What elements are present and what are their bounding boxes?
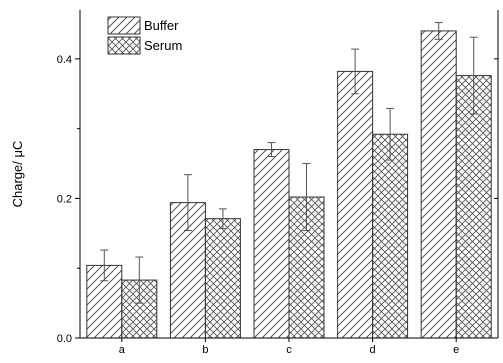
legend-swatch-serum <box>107 36 141 55</box>
bars-layer <box>86 30 492 339</box>
x-tick-label: c <box>286 344 292 356</box>
bar-buffer-c <box>253 149 290 339</box>
bar-buffer-e <box>420 30 457 339</box>
y-tick-label: 0.2 <box>57 193 72 205</box>
error-bar-serum-b <box>218 208 227 229</box>
error-bar-buffer-c <box>267 142 276 158</box>
error-bar-buffer-a <box>100 249 109 282</box>
error-bars-layer <box>100 22 478 304</box>
error-bar-serum-a <box>135 256 144 304</box>
bar-serum-d <box>372 133 409 339</box>
legend-label-serum: Serum <box>144 38 182 53</box>
y-tick-label: 0.4 <box>57 54 72 66</box>
x-tick-label: d <box>370 344 376 356</box>
legend-label-buffer: Buffer <box>144 18 179 33</box>
x-tick-label: e <box>453 344 459 356</box>
bar-serum-b <box>204 218 241 339</box>
x-tick-label: a <box>119 344 126 356</box>
error-bar-serum-c <box>302 163 311 232</box>
bar-buffer-d <box>337 70 374 339</box>
error-bar-buffer-d <box>351 48 360 95</box>
error-bar-buffer-b <box>183 174 192 232</box>
bar-serum-c <box>288 196 325 339</box>
legend: Buffer Serum <box>107 16 182 55</box>
error-bar-serum-d <box>386 107 395 161</box>
error-bar-serum-e <box>469 36 478 115</box>
y-axis-label: Charge/ μC <box>10 141 25 208</box>
legend-swatch-buffer <box>107 16 141 35</box>
y-tick-label: 0.0 <box>57 333 72 345</box>
x-tick-label: b <box>202 344 208 356</box>
axes: 0.0 0.2 0.4 a b c d e Charge/ μC <box>10 10 499 356</box>
bar-serum-e <box>455 75 492 339</box>
error-bar-buffer-e <box>434 22 443 40</box>
